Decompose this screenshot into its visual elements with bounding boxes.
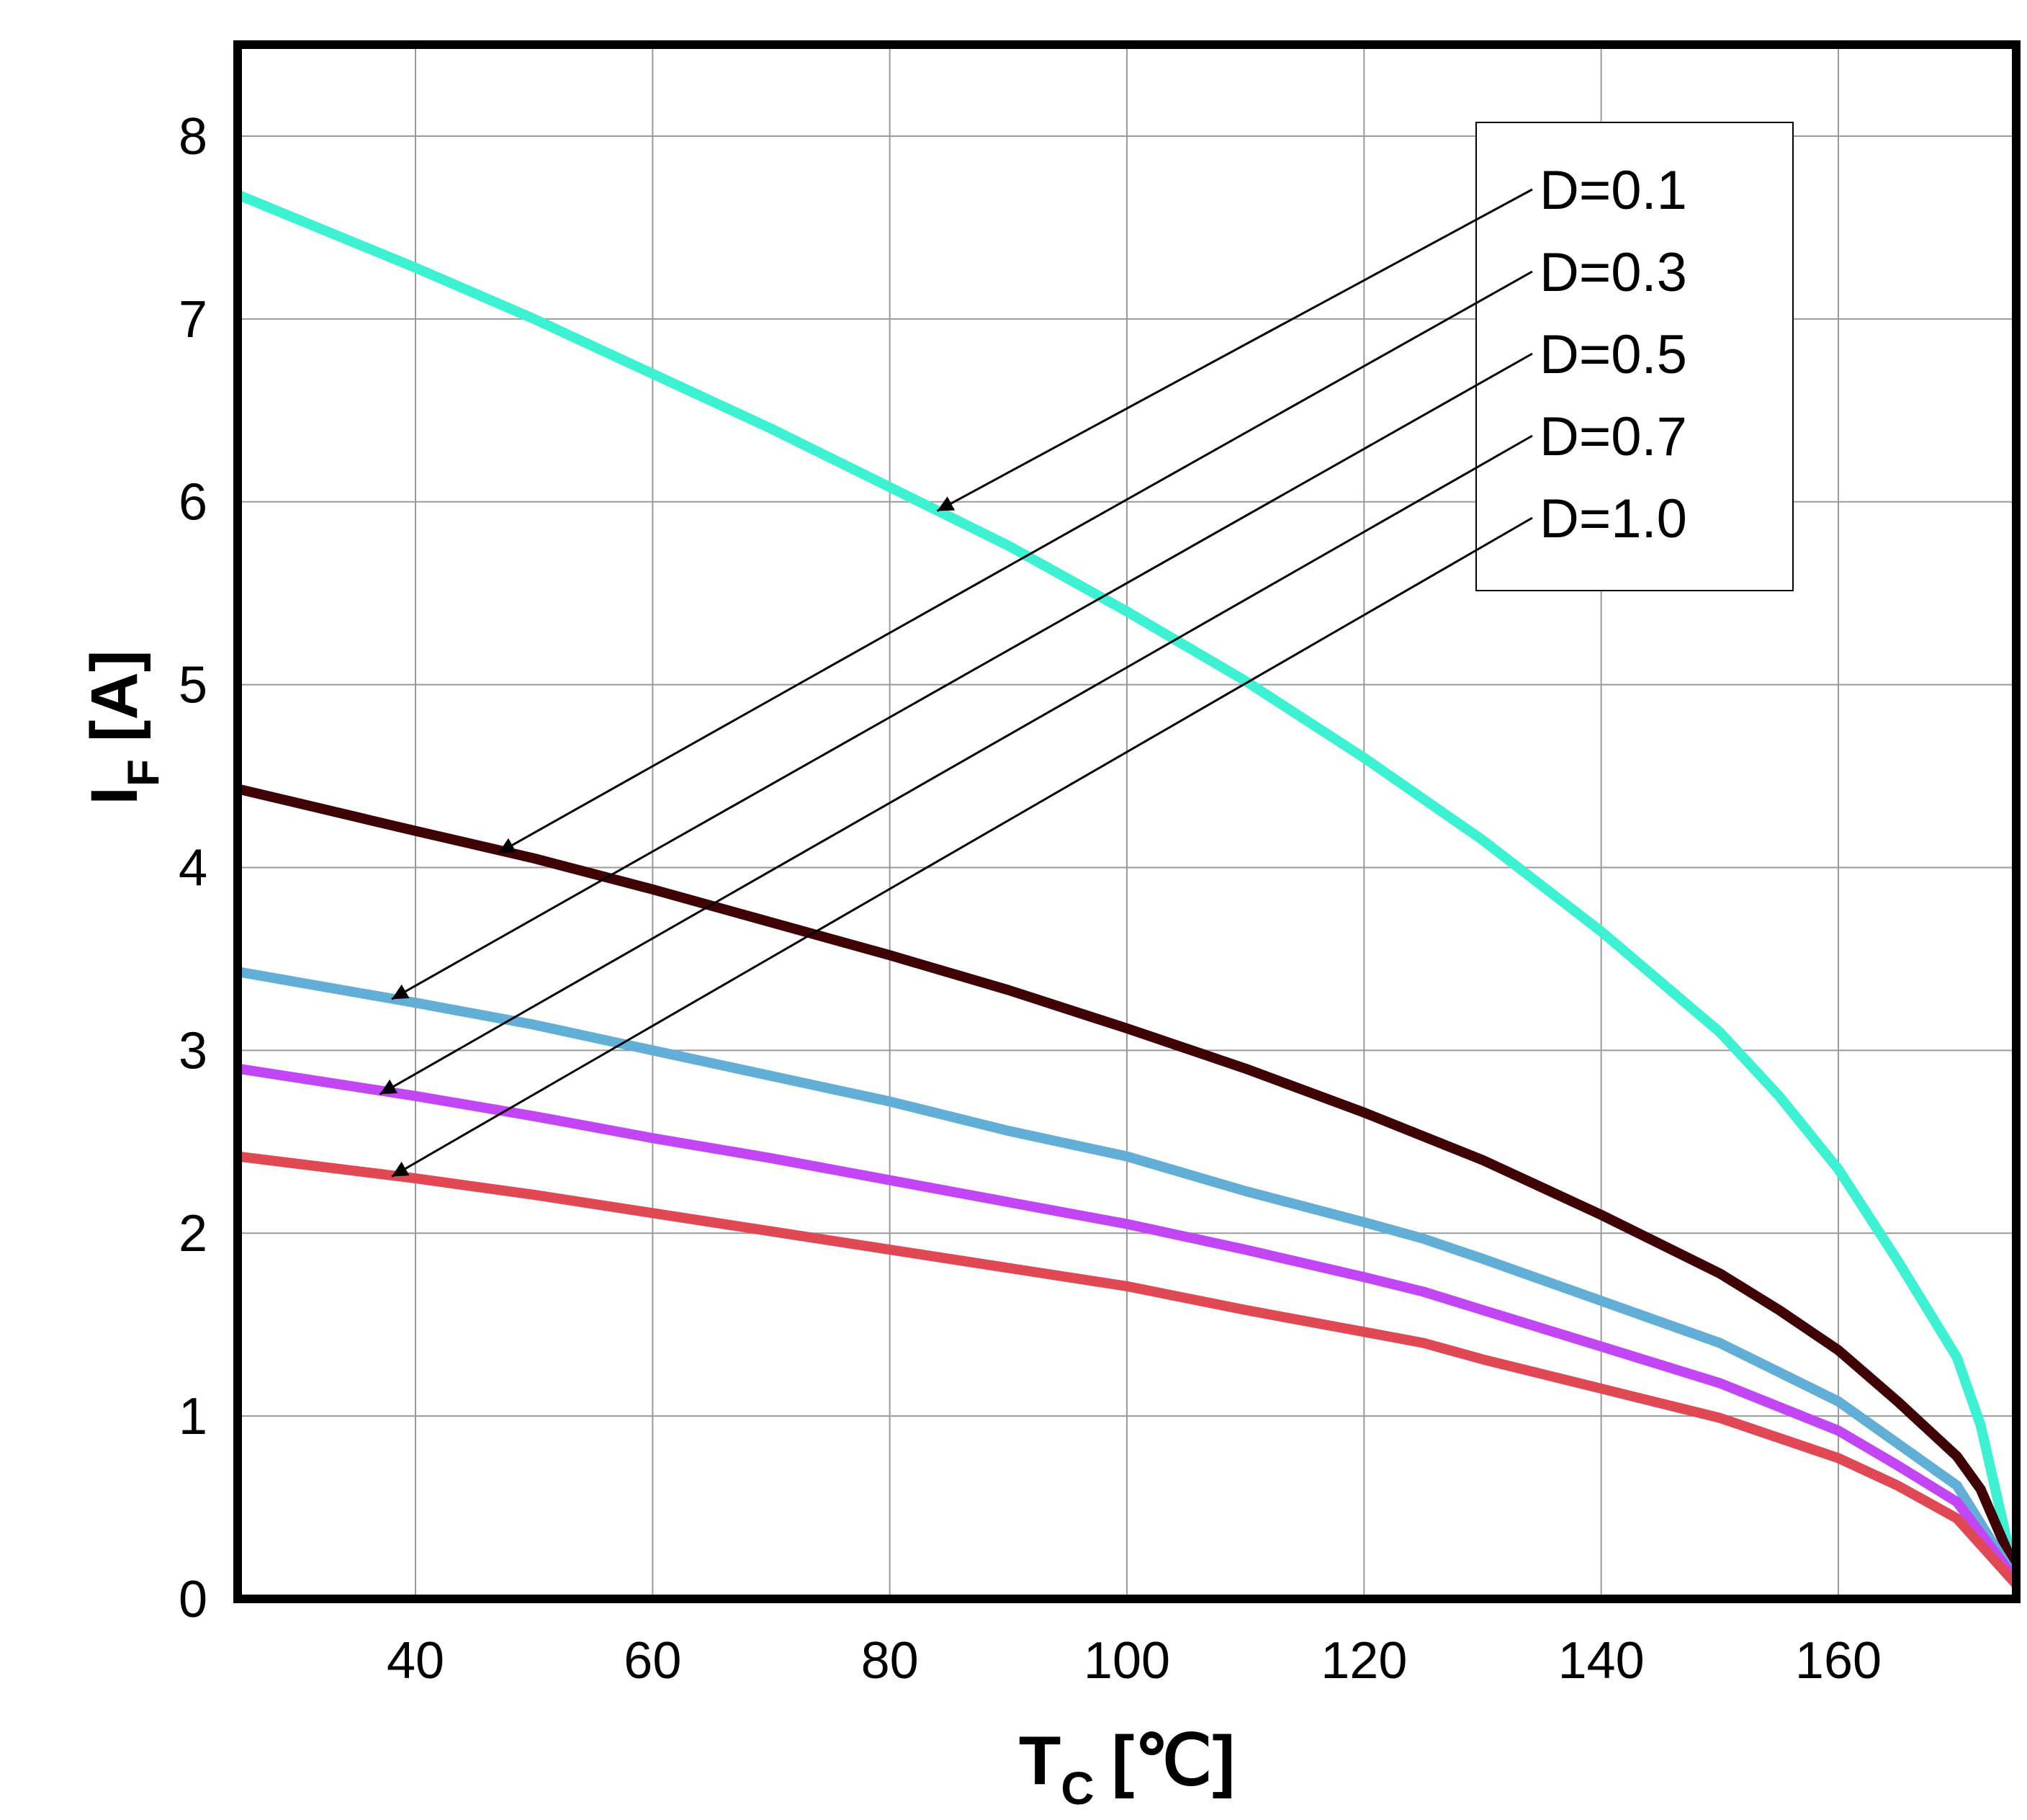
y-axis-title-sub: F: [119, 759, 168, 786]
y-axis-title: IF [A]: [78, 650, 168, 804]
x-axis-title: TC [℃]: [1019, 1722, 1236, 1814]
legend-arrows: [379, 188, 1533, 1178]
series-group: [238, 189, 2016, 1588]
y-tick-label: 7: [179, 291, 207, 349]
y-tick-label: 6: [179, 474, 207, 532]
y-tick-label: 4: [179, 839, 207, 897]
y-tick-label: 0: [179, 1571, 207, 1628]
series-line-d-0-3: [238, 784, 2016, 1574]
legend-arrow: [391, 516, 1533, 1178]
x-tick-label: 40: [387, 1632, 444, 1690]
x-axis-ticks: 40 60 80 100 120 140 160: [387, 1632, 1882, 1690]
legend-arrow: [391, 352, 1533, 1000]
y-axis-title-unit: [A]: [78, 650, 151, 742]
y-axis-ticks: 0 1 2 3 4 5 6 7 8: [179, 108, 207, 1628]
y-axis-title-main: I: [78, 786, 151, 805]
y-tick-label: 2: [179, 1205, 207, 1263]
legend-label: D=0.1: [1540, 160, 1687, 221]
legend-label: D=0.7: [1540, 406, 1687, 467]
y-tick-label: 5: [179, 657, 207, 714]
plot-frame: [233, 40, 2021, 1603]
x-axis-title-unit: [℃]: [1112, 1722, 1236, 1799]
x-tick-label: 160: [1795, 1632, 1882, 1690]
legend-label: D=1.0: [1540, 488, 1687, 550]
legend-arrow: [498, 270, 1533, 854]
y-tick-label: 3: [179, 1022, 207, 1080]
series-line-d-0-5: [238, 967, 2016, 1584]
legend-label: D=0.3: [1540, 242, 1687, 303]
x-tick-label: 140: [1558, 1632, 1645, 1690]
x-tick-label: 60: [624, 1632, 681, 1690]
series-line-d-0-1: [238, 189, 2016, 1582]
x-axis-title-main: T: [1019, 1722, 1061, 1799]
y-tick-label: 8: [179, 108, 207, 166]
x-axis-title-sub: C: [1061, 1762, 1094, 1814]
legend-arrow: [936, 188, 1533, 512]
legend-label: D=0.5: [1540, 324, 1687, 385]
y-tick-label: 1: [179, 1388, 207, 1445]
x-tick-label: 120: [1321, 1632, 1407, 1690]
series-line-d-1-0: [238, 1151, 2016, 1588]
x-tick-label: 80: [861, 1632, 919, 1690]
legend: D=0.1 D=0.3 D=0.5 D=0.7 D=1.0: [1475, 122, 1794, 591]
x-tick-label: 100: [1084, 1632, 1170, 1690]
series-line-d-0-7: [238, 1063, 2016, 1584]
legend-arrow: [379, 434, 1533, 1095]
